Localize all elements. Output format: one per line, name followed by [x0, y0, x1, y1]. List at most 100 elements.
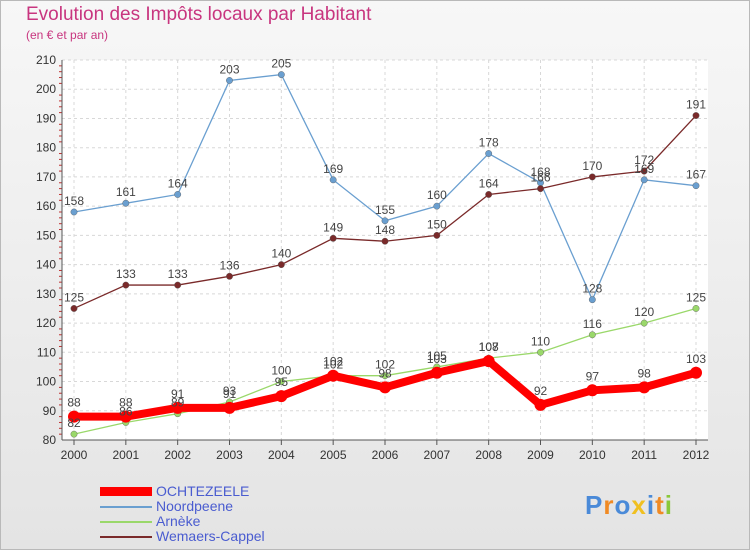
point-ochtezeele-2003: [223, 401, 236, 414]
x-tick-label: 2012: [683, 448, 710, 462]
data-label-arn-ke-2002: 89: [171, 396, 185, 410]
data-label-arn-ke-2011: 120: [634, 305, 654, 319]
point-ochtezeele-2011: [638, 381, 651, 394]
y-tick-label: 210: [36, 53, 56, 67]
data-label-wemaers-cappel-2007: 150: [427, 217, 447, 231]
point-wemaers-cappel-2005: [329, 234, 337, 242]
data-label-wemaers-cappel-2010: 170: [582, 159, 602, 173]
point-ochtezeele-2001: [119, 410, 132, 423]
data-label-arn-ke-2004: 100: [271, 364, 291, 378]
legend-swatch-noordpeene: [100, 506, 152, 508]
data-label-wemaers-cappel-2006: 148: [375, 223, 395, 237]
point-arn-ke-2012: [692, 305, 700, 312]
y-tick-label: 120: [36, 316, 56, 330]
x-tick-label: 2007: [423, 448, 450, 462]
point-ochtezeele-2004: [275, 390, 288, 403]
data-label-wemaers-cappel-2005: 149: [323, 220, 343, 234]
data-label-noordpeene-2002: 164: [168, 176, 188, 190]
point-noordpeene-2007: [433, 202, 441, 210]
data-label-arn-ke-2009: 110: [531, 334, 550, 348]
x-tick-label: 2006: [372, 448, 399, 462]
point-noordpeene-2002: [174, 191, 182, 198]
point-wemaers-cappel-2010: [588, 173, 596, 181]
data-label-noordpeene-2008: 178: [479, 136, 499, 150]
data-label-ochtezeele-2009: 92: [534, 384, 548, 398]
y-tick-label: 150: [36, 228, 56, 242]
x-tick-label: 2003: [216, 448, 243, 462]
data-label-wemaers-cappel-2012: 191: [686, 98, 706, 112]
legend-label-wemaers-cappel: Wemaers-Cappel: [156, 528, 265, 544]
data-label-ochtezeele-2004: 95: [275, 375, 289, 389]
point-arn-ke-2000: [70, 430, 78, 438]
x-tick-label: 2001: [112, 448, 139, 462]
data-label-arn-ke-2010: 116: [583, 317, 602, 331]
data-label-wemaers-cappel-2001: 133: [116, 267, 136, 281]
chart-title: Evolution des Impôts locaux par Habitant: [26, 4, 372, 25]
data-label-ochtezeele-2000: 88: [67, 396, 81, 410]
point-noordpeene-2005: [329, 176, 337, 184]
point-noordpeene-2003: [226, 77, 233, 84]
data-label-arn-ke-2008: 108: [479, 340, 499, 354]
legend-swatch-ochtezeele: [100, 487, 152, 496]
point-arn-ke-2010: [588, 331, 596, 339]
data-label-noordpeene-2004: 205: [271, 57, 291, 71]
data-label-arn-ke-2003: 93: [223, 384, 237, 398]
y-tick-label: 110: [37, 345, 56, 359]
point-noordpeene-2001: [122, 199, 130, 207]
legend-swatch-arneke: [100, 521, 152, 523]
legend-label-ochtezeele: OCHTEZEELE: [156, 483, 250, 499]
data-label-ochtezeele-2001: 88: [119, 396, 133, 410]
data-label-ochtezeele-2005: 102: [323, 355, 343, 369]
point-noordpeene-2010: [588, 296, 596, 304]
data-label-noordpeene-2000: 158: [64, 194, 84, 208]
point-ochtezeele-2006: [379, 381, 391, 394]
data-label-noordpeene-2006: 155: [375, 203, 395, 217]
point-noordpeene-2011: [640, 176, 648, 184]
data-label-noordpeene-2001: 161: [116, 185, 136, 199]
point-wemaers-cappel-2001: [122, 281, 130, 289]
point-wemaers-cappel-2012: [692, 112, 700, 119]
data-label-ochtezeele-2003: 91: [223, 387, 237, 401]
point-noordpeene-2008: [485, 150, 493, 157]
point-ochtezeele-2005: [327, 369, 340, 382]
y-tick-label: 90: [43, 404, 57, 418]
data-label-ochtezeele-2012: 103: [686, 352, 706, 366]
point-noordpeene-2004: [277, 71, 285, 79]
point-wemaers-cappel-2008: [485, 191, 493, 198]
data-label-ochtezeele-2011: 98: [637, 366, 651, 380]
data-label-wemaers-cappel-2002: 133: [168, 267, 188, 281]
y-tick-label: 130: [36, 287, 56, 301]
y-tick-label: 180: [36, 141, 56, 155]
point-arn-ke-2006: [381, 372, 389, 380]
data-label-wemaers-cappel-2011: 172: [634, 153, 654, 167]
x-tick-label: 2010: [579, 448, 606, 462]
y-tick-label: 100: [36, 375, 56, 389]
point-arn-ke-2011: [640, 319, 648, 327]
point-wemaers-cappel-2009: [537, 185, 544, 193]
x-tick-label: 2005: [320, 448, 347, 462]
y-tick-label: 170: [36, 170, 56, 184]
point-wemaers-cappel-2002: [174, 281, 182, 289]
point-arn-ke-2004: [277, 378, 285, 385]
point-noordpeene-2000: [70, 208, 78, 216]
data-label-noordpeene-2003: 203: [219, 62, 239, 76]
data-label-wemaers-cappel-2004: 140: [271, 247, 291, 261]
data-label-arn-ke-2007: 105: [427, 349, 447, 363]
legend-swatch-wemaers-cappel: [100, 536, 152, 538]
legend-label-arneke: Arnèke: [156, 513, 201, 529]
data-label-wemaers-cappel-2009: 166: [530, 171, 550, 185]
data-label-noordpeene-2012: 167: [686, 168, 706, 182]
data-label-ochtezeele-2007: 103: [427, 352, 447, 366]
point-wemaers-cappel-2006: [381, 237, 389, 245]
point-arn-ke-2009: [537, 348, 544, 356]
point-ochtezeele-2012: [690, 366, 702, 379]
point-ochtezeele-2010: [586, 384, 599, 397]
data-label-noordpeene-2007: 160: [427, 188, 447, 202]
data-label-arn-ke-2000: 82: [67, 416, 81, 430]
x-tick-label: 2002: [164, 448, 191, 462]
data-label-arn-ke-2001: 86: [119, 404, 133, 418]
x-tick-label: 2009: [527, 448, 554, 462]
point-wemaers-cappel-2000: [70, 305, 78, 312]
data-label-arn-ke-2005: 102: [323, 358, 343, 372]
